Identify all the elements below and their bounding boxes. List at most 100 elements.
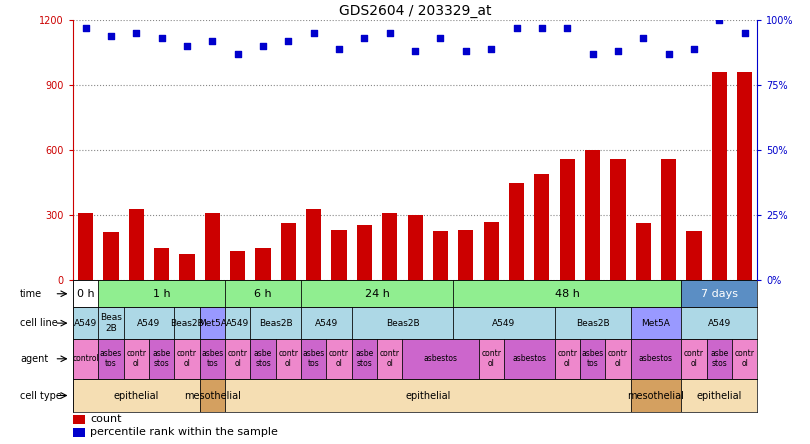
Bar (535, 174, 549, 280)
Text: mesothelial: mesothelial (184, 391, 241, 400)
Bar (737, 72, 752, 280)
Bar (104, 232, 118, 280)
Text: count: count (90, 414, 121, 424)
Point (510, 24, 523, 32)
Bar (706, 339, 732, 379)
Bar (681, 379, 757, 412)
Text: A549: A549 (226, 319, 249, 328)
Text: Beas2B: Beas2B (259, 319, 292, 328)
Bar (98, 307, 124, 339)
Text: Beas2B: Beas2B (576, 319, 609, 328)
Text: Met5A: Met5A (642, 319, 671, 328)
Bar (509, 182, 524, 280)
Text: time: time (20, 289, 42, 299)
Text: contr
ol: contr ol (735, 349, 755, 369)
Bar (631, 339, 681, 379)
Point (156, 35, 168, 42)
Bar (124, 307, 174, 339)
Bar (73, 379, 199, 412)
Bar (458, 230, 473, 280)
Text: asbes
tos: asbes tos (100, 349, 122, 369)
Bar (73, 428, 85, 437)
Bar (73, 307, 98, 339)
Text: contr
ol: contr ol (481, 349, 501, 369)
Bar (580, 339, 605, 379)
Bar (250, 339, 275, 379)
Bar (681, 339, 706, 379)
Bar (357, 225, 372, 280)
Bar (479, 339, 504, 379)
Text: asbestos: asbestos (639, 354, 673, 363)
Text: epithelial: epithelial (113, 391, 159, 400)
Bar (403, 339, 479, 379)
Text: asbes
tos: asbes tos (201, 349, 224, 369)
Point (282, 37, 295, 44)
Text: A549: A549 (315, 319, 338, 328)
Bar (199, 307, 225, 339)
Bar (382, 213, 398, 280)
Bar (174, 307, 199, 339)
Bar (352, 339, 377, 379)
Point (586, 50, 599, 57)
Bar (225, 379, 631, 412)
Point (738, 29, 751, 36)
Bar (199, 379, 225, 412)
Bar (681, 280, 757, 307)
Bar (255, 248, 271, 280)
Point (383, 29, 396, 36)
Point (688, 45, 701, 52)
Text: asbe
stos: asbe stos (710, 349, 728, 369)
Point (130, 29, 143, 36)
Text: Beas2B: Beas2B (386, 319, 420, 328)
Point (535, 24, 548, 32)
Text: percentile rank within the sample: percentile rank within the sample (90, 428, 278, 437)
Point (713, 16, 726, 24)
Bar (433, 231, 448, 280)
Point (333, 45, 346, 52)
Bar (230, 251, 245, 280)
Bar (225, 280, 301, 307)
Text: asbe
stos: asbe stos (254, 349, 272, 369)
Point (459, 48, 472, 55)
Point (231, 50, 244, 57)
Bar (636, 223, 651, 280)
Text: contr
ol: contr ol (329, 349, 349, 369)
Text: epithelial: epithelial (697, 391, 742, 400)
Point (637, 35, 650, 42)
Bar (154, 248, 169, 280)
Bar (560, 159, 575, 280)
Text: 0 h: 0 h (77, 289, 95, 299)
Bar (504, 339, 555, 379)
Bar (73, 280, 98, 307)
Text: GDS2604 / 203329_at: GDS2604 / 203329_at (339, 4, 492, 18)
Bar (686, 231, 701, 280)
Point (358, 35, 371, 42)
Text: epithelial: epithelial (405, 391, 450, 400)
Point (307, 29, 320, 36)
Bar (149, 339, 174, 379)
Text: 48 h: 48 h (555, 289, 580, 299)
Text: contr
ol: contr ol (684, 349, 704, 369)
Bar (605, 339, 631, 379)
Text: asbestos: asbestos (424, 354, 458, 363)
Bar (661, 159, 676, 280)
Point (561, 24, 573, 32)
Bar (306, 209, 322, 280)
Bar (555, 339, 580, 379)
Bar (199, 339, 225, 379)
Text: contr
ol: contr ol (228, 349, 248, 369)
Point (79, 24, 92, 32)
Bar (681, 307, 757, 339)
Bar (377, 339, 403, 379)
Text: cell line: cell line (20, 318, 58, 328)
Text: asbe
stos: asbe stos (356, 349, 373, 369)
Point (612, 48, 625, 55)
Bar (301, 280, 453, 307)
Bar (631, 379, 681, 412)
Text: contr
ol: contr ol (279, 349, 298, 369)
Bar (712, 72, 727, 280)
Text: A549: A549 (74, 319, 97, 328)
Text: 6 h: 6 h (254, 289, 272, 299)
Bar (124, 339, 149, 379)
Bar (179, 254, 194, 280)
